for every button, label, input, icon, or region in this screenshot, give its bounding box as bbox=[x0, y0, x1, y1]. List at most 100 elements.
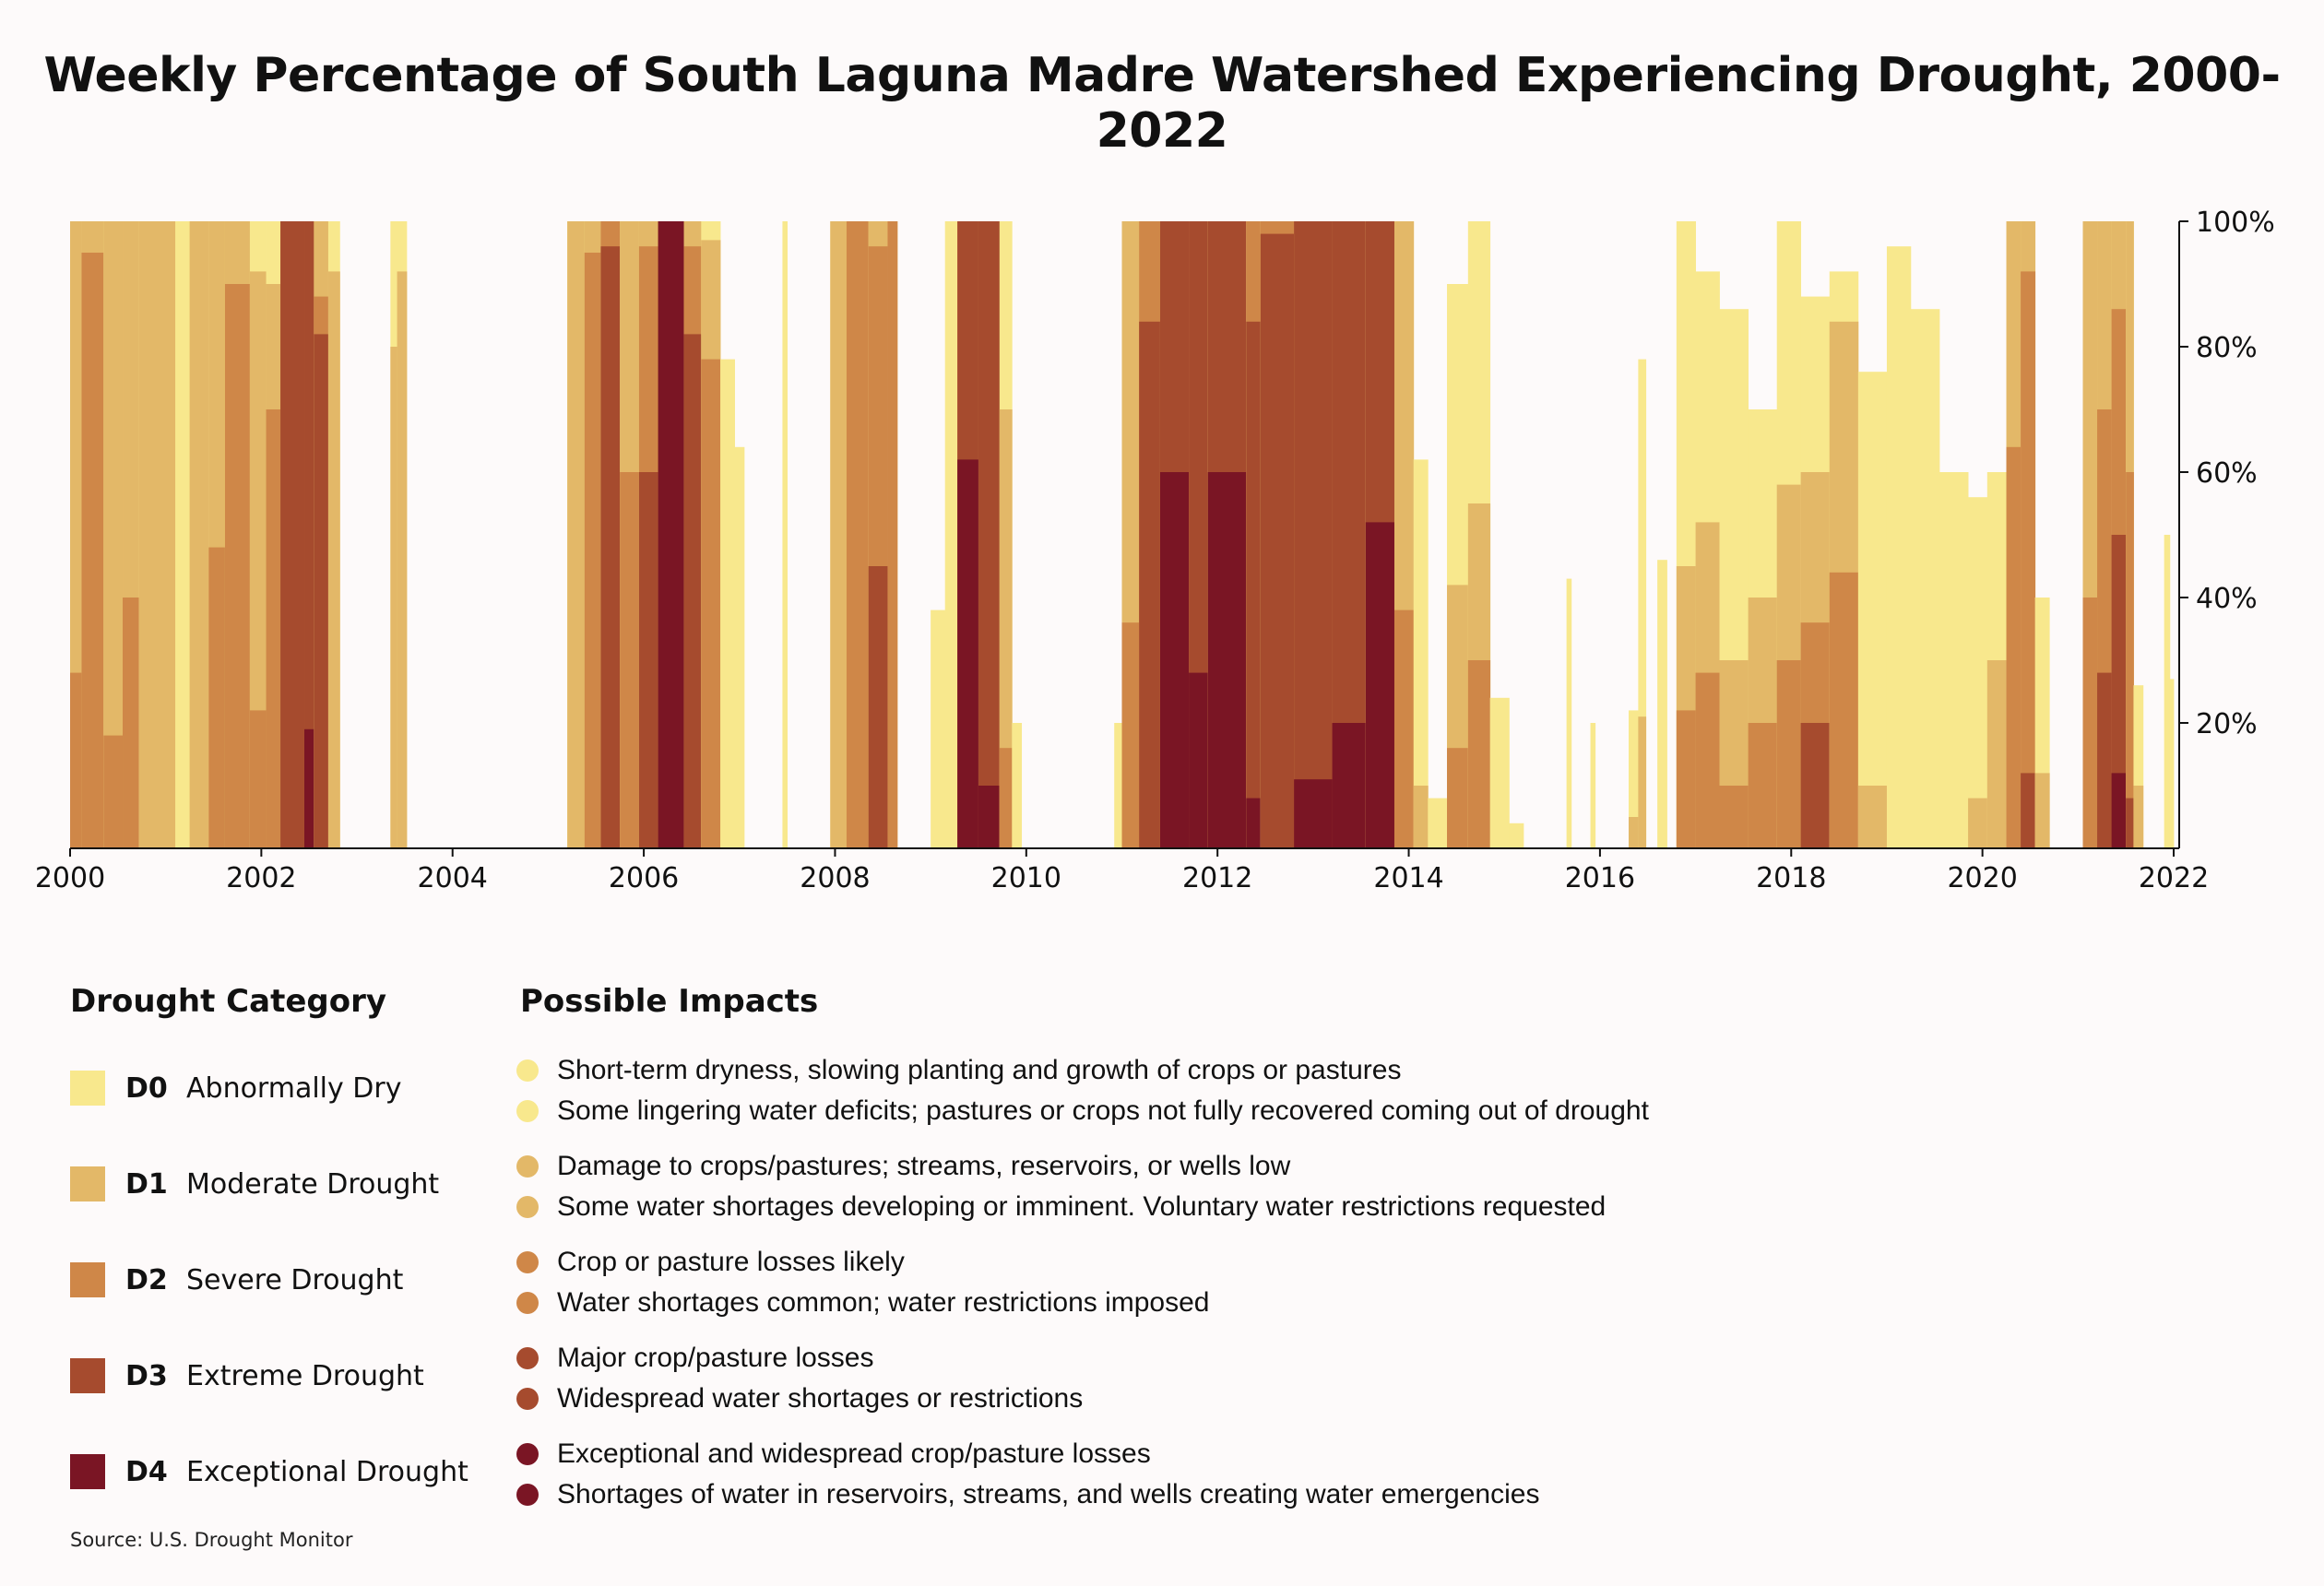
bar-d4-41 bbox=[1159, 472, 1190, 848]
bar-d3-23 bbox=[683, 334, 702, 848]
bar-d4-48 bbox=[1365, 522, 1395, 848]
impact-item: Some lingering water deficits; pastures … bbox=[516, 1094, 1649, 1129]
legend-code: D2 bbox=[125, 1263, 168, 1296]
x-tick-label: 2020 bbox=[1947, 862, 2017, 894]
bar-d2-49 bbox=[1393, 610, 1415, 848]
d2-dot-icon bbox=[516, 1251, 539, 1273]
bar-d1-9 bbox=[249, 271, 267, 848]
bar-d0-81 bbox=[2133, 685, 2144, 848]
y-tick-label: 20% bbox=[2196, 708, 2258, 740]
bar-d2-3 bbox=[123, 598, 140, 848]
bar-d1-50 bbox=[1413, 786, 1429, 848]
x-tick-label: 2014 bbox=[1373, 862, 1443, 894]
bar-d2-2 bbox=[103, 735, 124, 848]
bar-d0-54 bbox=[1489, 697, 1510, 848]
bar-d0-26 bbox=[734, 446, 745, 848]
bar-d3-79 bbox=[2111, 535, 2127, 848]
bar-d2-31 bbox=[887, 221, 898, 848]
impact-item: Water shortages common; water restrictio… bbox=[516, 1285, 1209, 1320]
d0-dot-icon bbox=[516, 1100, 539, 1122]
bar-d4-79 bbox=[2111, 773, 2127, 848]
bar-d0-27 bbox=[782, 221, 788, 848]
legend-label: Abnormally Dry bbox=[186, 1071, 402, 1105]
bar-d2-53 bbox=[1467, 660, 1491, 848]
bar-d1-59 bbox=[1638, 716, 1647, 848]
bar-d2-0 bbox=[70, 672, 82, 848]
d1-dot-icon bbox=[516, 1155, 539, 1178]
bar-d0-70 bbox=[1910, 309, 1940, 848]
bar-d2-10 bbox=[266, 409, 281, 848]
y-tick-label: 40% bbox=[2196, 583, 2258, 615]
impact-item: Exceptional and widespread crop/pasture … bbox=[516, 1437, 1151, 1472]
impact-text: Damage to crops/pastures; streams, reser… bbox=[557, 1151, 1291, 1181]
bar-d3-11 bbox=[280, 221, 305, 848]
legend-code: D3 bbox=[125, 1359, 168, 1392]
d2-dot-icon bbox=[516, 1292, 539, 1314]
bar-d3-13 bbox=[314, 334, 329, 848]
bar-d3-21 bbox=[638, 472, 659, 848]
bar-d0-55 bbox=[1509, 823, 1524, 848]
bar-d2-9 bbox=[249, 710, 267, 848]
bar-d1-17 bbox=[567, 221, 586, 848]
bar-d0-32 bbox=[931, 610, 946, 848]
x-tick-label: 2010 bbox=[991, 862, 1061, 894]
bar-d4-47 bbox=[1332, 723, 1367, 848]
impact-text: Water shortages common; water restrictio… bbox=[557, 1287, 1210, 1318]
legend-label: Exceptional Drought bbox=[186, 1455, 468, 1488]
bar-d3-40 bbox=[1139, 321, 1161, 848]
bar-d0-58 bbox=[1629, 710, 1639, 848]
source-note: Source: U.S. Drought Monitor bbox=[70, 1529, 353, 1551]
x-tick-label: 2016 bbox=[1565, 862, 1635, 894]
bar-d1-2 bbox=[103, 221, 124, 848]
bar-d1-15 bbox=[390, 347, 397, 848]
bar-d2-75 bbox=[2021, 271, 2036, 848]
bar-d1-28 bbox=[830, 221, 848, 848]
bar-d0-71 bbox=[1939, 472, 1969, 848]
bar-d3-46 bbox=[1294, 221, 1333, 848]
bar-d2-74 bbox=[2006, 446, 2022, 848]
bar-d4-35 bbox=[978, 786, 1001, 848]
bar-d0-72 bbox=[1968, 497, 1988, 848]
impact-item: Major crop/pasture losses bbox=[516, 1341, 873, 1376]
x-tick-label: 2002 bbox=[226, 862, 296, 894]
impact-text: Some water shortages developing or immin… bbox=[557, 1191, 1607, 1222]
x-tick-label: 2012 bbox=[1182, 862, 1252, 894]
legend-item-d2: D2 Severe Drought bbox=[70, 1261, 403, 1298]
bar-d2-64 bbox=[1748, 723, 1778, 848]
bar-d3-45 bbox=[1260, 233, 1295, 849]
bar-d1-58 bbox=[1629, 817, 1639, 848]
d4-swatch bbox=[70, 1454, 105, 1489]
x-tick-label: 2008 bbox=[800, 862, 870, 894]
bar-d3-35 bbox=[978, 221, 1001, 848]
impact-text: Shortages of water in reservoirs, stream… bbox=[557, 1479, 1540, 1509]
bar-d2-24 bbox=[701, 359, 721, 849]
impact-text: Widespread water shortages or restrictio… bbox=[557, 1383, 1084, 1414]
bar-d2-7 bbox=[208, 547, 226, 848]
bar-d3-44 bbox=[1246, 321, 1262, 848]
bar-d0-37 bbox=[1012, 723, 1023, 848]
bar-d4-46 bbox=[1294, 779, 1333, 848]
d3-swatch bbox=[70, 1358, 105, 1393]
d0-swatch bbox=[70, 1071, 105, 1106]
d0-dot-icon bbox=[516, 1059, 539, 1082]
d1-dot-icon bbox=[516, 1196, 539, 1218]
bar-d0-51 bbox=[1428, 798, 1448, 848]
impacts-heading: Possible Impacts bbox=[520, 983, 819, 1020]
legend-code: D1 bbox=[125, 1167, 168, 1201]
bar-d1-76 bbox=[2034, 773, 2050, 848]
bar-d4-44 bbox=[1246, 798, 1262, 848]
bar-d0-68 bbox=[1857, 372, 1888, 848]
bar-d0-60 bbox=[1657, 560, 1667, 848]
bar-d1-14 bbox=[327, 271, 340, 848]
bar-d3-78 bbox=[2097, 672, 2112, 848]
bar-d0-5 bbox=[175, 221, 190, 848]
impact-item: Shortages of water in reservoirs, stream… bbox=[516, 1477, 1539, 1512]
x-tick-label: 2004 bbox=[418, 862, 488, 894]
bar-d1-16 bbox=[397, 271, 408, 848]
impact-item: Short-term dryness, slowing planting and… bbox=[516, 1053, 1401, 1088]
bar-d2-77 bbox=[2082, 598, 2098, 848]
legend-code: D4 bbox=[125, 1455, 168, 1488]
bar-d0-33 bbox=[944, 221, 958, 848]
legend-label: Extreme Drought bbox=[186, 1359, 424, 1392]
